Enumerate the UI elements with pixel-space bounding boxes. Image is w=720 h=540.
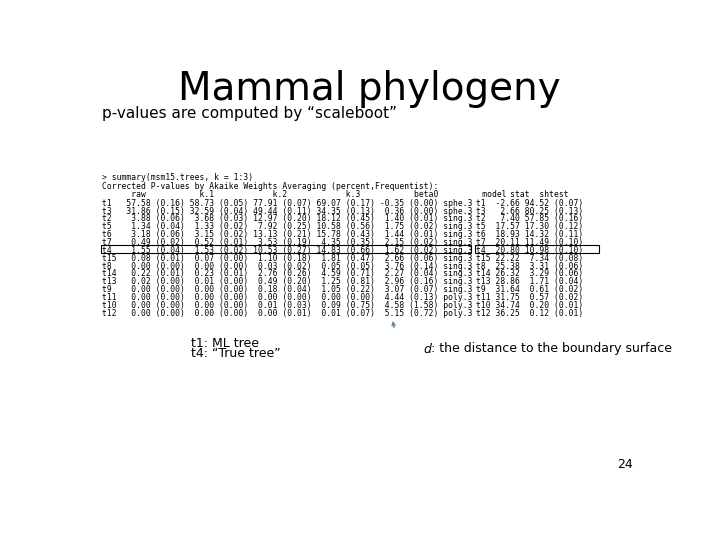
Text: t13 28.86  1.71 (0.04): t13 28.86 1.71 (0.04) — [476, 278, 583, 286]
Text: Corrected P-values by Akaike Weights Averaging (percent,Frequentist):: Corrected P-values by Akaike Weights Ave… — [102, 182, 438, 191]
Text: t15 22.22  7.34 (0.08): t15 22.22 7.34 (0.08) — [476, 254, 583, 263]
Text: p-values are computed by “scaleboot”: p-values are computed by “scaleboot” — [102, 106, 397, 121]
Text: t1: ML tree: t1: ML tree — [191, 336, 258, 349]
Text: t3   31.86 (0.15) 32.59 (0.04) 49.44 (0.11) 34.35 (0.13)  0.36 (0.00) sphe.3: t3 31.86 (0.15) 32.59 (0.04) 49.44 (0.11… — [102, 207, 472, 215]
Text: t13   0.02 (0.00)  0.01 (0.00)  0.49 (0.20)  1.25 (0.81)  2.96 (0.16) sing.3: t13 0.02 (0.00) 0.01 (0.00) 0.49 (0.20) … — [102, 278, 472, 286]
Text: t12   0.00 (0.00)  0.00 (0.00)  0.00 (0.01)  0.01 (0.07)  5.15 (0.72) poly.3: t12 0.00 (0.00) 0.00 (0.00) 0.00 (0.01) … — [102, 309, 472, 318]
Text: t14   0.22 (0.01)  0.23 (0.01)  2.76 (0.26)  4.59 (0.71)  2.27 (0.04) sing.3: t14 0.22 (0.01) 0.23 (0.01) 2.76 (0.26) … — [102, 269, 472, 279]
Text: t4  20.80 10.98 (0.10): t4 20.80 10.98 (0.10) — [476, 246, 583, 255]
Text: raw           k.1            k.2            k.3           beta0         model: raw k.1 k.2 k.3 beta0 model — [102, 190, 506, 199]
Text: t1   57.58 (0.16) 58.73 (0.05) 77.91 (0.07) 69.07 (0.17) -0.35 (0.00) sphe.3: t1 57.58 (0.16) 58.73 (0.05) 77.91 (0.07… — [102, 199, 472, 208]
Text: t2    3.88 (0.06)  3.68 (0.03) 12.97 (0.20) 18.12 (0.45)  1.40 (0.01) sing.3: t2 3.88 (0.06) 3.68 (0.03) 12.97 (0.20) … — [102, 214, 472, 224]
Text: t6  18.93 14.32 (0.11): t6 18.93 14.32 (0.11) — [476, 230, 583, 239]
Text: t5    1.34 (0.04)  1.33 (0.02)  7.92 (0.25) 10.58 (0.56)  1.75 (0.02) sing.3: t5 1.34 (0.04) 1.33 (0.02) 7.92 (0.25) 1… — [102, 222, 472, 231]
Text: t11 31.75  0.57 (0.02): t11 31.75 0.57 (0.02) — [476, 293, 583, 302]
Text: t2   7.40 57.85 (0.16): t2 7.40 57.85 (0.16) — [476, 214, 583, 224]
Text: t7    0.49 (0.02)  0.52 (0.01)  3.53 (0.19)  4.35 (0.35)  2.15 (0.02) sing.3: t7 0.49 (0.02) 0.52 (0.01) 3.53 (0.19) 4… — [102, 238, 472, 247]
Text: stat  shtest: stat shtest — [476, 190, 569, 199]
Text: t14 26.32  3.29 (0.06): t14 26.32 3.29 (0.06) — [476, 269, 583, 279]
Text: t3   2.66 80.25 (0.13): t3 2.66 80.25 (0.13) — [476, 207, 583, 215]
Text: t9    0.00 (0.00)  0.00 (0.00)  0.18 (0.04)  1.05 (0.22)  3.07 (0.07) sing.3: t9 0.00 (0.00) 0.00 (0.00) 0.18 (0.04) 1… — [102, 285, 472, 294]
Text: > summary(msm15.trees, k = 1:3): > summary(msm15.trees, k = 1:3) — [102, 173, 253, 181]
Text: : the distance to the boundary surface: : the distance to the boundary surface — [431, 342, 672, 355]
Text: $\it{d}$: $\it{d}$ — [423, 342, 433, 356]
Text: t7  20.11 11.49 (0.10): t7 20.11 11.49 (0.10) — [476, 238, 583, 247]
Text: t4: “True tree”: t4: “True tree” — [191, 347, 280, 360]
Text: t9  31.64  0.61 (0.02): t9 31.64 0.61 (0.02) — [476, 285, 583, 294]
Bar — [475, 245, 599, 253]
Text: t10   0.00 (0.00)  0.00 (0.00)  0.01 (0.03)  0.09 (0.75)  4.58 (1.58) poly.3: t10 0.00 (0.00) 0.00 (0.00) 0.01 (0.03) … — [102, 301, 472, 310]
Text: t15   0.08 (0.01)  0.07 (0.00)  1.10 (0.18)  1.81 (0.47)  2.66 (0.06) sing.3: t15 0.08 (0.01) 0.07 (0.00) 1.10 (0.18) … — [102, 254, 472, 263]
Text: t5  17.57 17.30 (0.12): t5 17.57 17.30 (0.12) — [476, 222, 583, 231]
Bar — [101, 245, 472, 253]
Text: t12 36.25  0.12 (0.01): t12 36.25 0.12 (0.01) — [476, 309, 583, 318]
Text: t6    3.18 (0.06)  3.15 (0.02) 13.13 (0.21) 15.78 (0.43)  1.44 (0.01) sing.3: t6 3.18 (0.06) 3.15 (0.02) 13.13 (0.21) … — [102, 230, 472, 239]
Text: t4    1.55 (0.04)  1.53 (0.02) 10.53 (0.27) 14.83 (0.66)  1.62 (0.02) sing.3: t4 1.55 (0.04) 1.53 (0.02) 10.53 (0.27) … — [102, 246, 472, 255]
Text: 24: 24 — [617, 458, 632, 471]
Text: t8  25.38  3.31 (0.06): t8 25.38 3.31 (0.06) — [476, 261, 583, 271]
Text: t8    0.00 (0.00)  0.00 (0.00)  0.03 (0.02)  0.05 (0.05)  3.76 (0.14) sing.3: t8 0.00 (0.00) 0.00 (0.00) 0.03 (0.02) 0… — [102, 261, 472, 271]
Text: t11   0.00 (0.00)  0.00 (0.00)  0.00 (0.00)  0.00 (0.00)  4.44 (0.13) poly.3: t11 0.00 (0.00) 0.00 (0.00) 0.00 (0.00) … — [102, 293, 472, 302]
Text: t1  -2.66 94.52 (0.07): t1 -2.66 94.52 (0.07) — [476, 199, 583, 208]
Text: t10 34.74  0.20 (0.01): t10 34.74 0.20 (0.01) — [476, 301, 583, 310]
Text: Mammal phylogeny: Mammal phylogeny — [178, 70, 560, 109]
